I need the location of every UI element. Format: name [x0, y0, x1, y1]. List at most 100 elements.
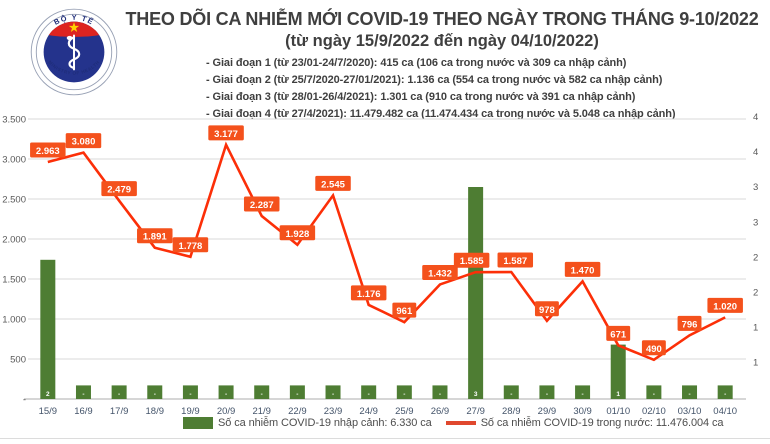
y-tick-label: 500: [10, 355, 26, 366]
bar: [575, 385, 591, 399]
bottom-divider: [0, 438, 770, 439]
x-tick-label: 16/9: [74, 406, 93, 417]
x-tick-label: 22/9: [288, 406, 307, 417]
legend-imported-label: Số ca nhiễm COVID-19 nhập cảnh: 6.330 ca: [218, 417, 432, 429]
data-label: 1.470: [571, 265, 595, 276]
y-tick-label: 2.000: [2, 235, 26, 246]
x-tick-label: 01/10: [606, 406, 630, 417]
legend-item-domestic: Số ca nhiễm COVID-19 trong nước: 11.476.…: [445, 417, 724, 429]
x-tick-label: 21/9: [252, 406, 271, 417]
data-label-box: [350, 285, 387, 301]
x-tick-label: 25/9: [395, 406, 414, 417]
data-label: 978: [539, 305, 555, 316]
right-tick-label: 3: [753, 217, 758, 228]
bar: [717, 385, 733, 399]
bar-inner-label: 1: [616, 391, 620, 398]
data-label-box: [453, 252, 490, 268]
data-label-box: [641, 340, 666, 356]
x-tick-label: 24/9: [359, 406, 378, 417]
logo-asclepius-staff-icon: [66, 34, 81, 71]
data-label-box: [101, 181, 137, 197]
bar: [468, 187, 484, 399]
logo-top-text: BỘ Y TẾ: [52, 13, 94, 27]
data-label: 3.177: [214, 129, 238, 140]
chart-legend: Số ca nhiễm COVID-19 nhập cảnh: 6.330 ca…: [183, 417, 724, 429]
bar-inner-label: -: [368, 391, 370, 398]
bar-inner-label: -: [724, 391, 726, 398]
x-tick-label: 18/9: [146, 406, 165, 417]
x-tick-label: 29/9: [538, 406, 557, 417]
bar-inner-label: -: [82, 391, 84, 398]
phase-line-4: - Giai đoạn 4 (từ 27/4/2021): 11.479.482…: [206, 108, 676, 120]
legend-bar-swatch-icon: [183, 417, 213, 429]
bar-inner-label: -: [403, 391, 405, 398]
right-tick-label: 3: [753, 182, 758, 193]
data-label-box: [392, 302, 417, 318]
bar-inner-label: 2: [46, 391, 50, 398]
bar: [289, 385, 305, 399]
bar: [75, 385, 91, 399]
data-label-box: [564, 261, 601, 277]
bar: [325, 385, 341, 399]
page-subtitle: (từ ngày 15/9/2022 đến ngày 04/10/2022): [285, 32, 599, 50]
right-tick-label: 1: [753, 358, 758, 369]
data-label-box: [677, 315, 702, 331]
data-label: 961: [396, 306, 413, 317]
data-label-box: [243, 196, 280, 212]
data-label: 671: [610, 329, 627, 340]
data-labels: 2.963 3.080 2.479 1.891 1.778 3.177 2.287 1.928…: [30, 125, 743, 356]
phase-line-2: - Giai đoạn 2 (từ 25/7/2020-27/01/2021):…: [206, 74, 663, 86]
y-axis-left-labels: 3.500 3.000 2.500 2.000 1.500 1.000 500 -: [2, 115, 26, 406]
data-label-box: [65, 133, 102, 149]
data-label-box: [30, 142, 66, 158]
right-tick-label: 2: [753, 252, 758, 263]
y-tick-label: -: [23, 395, 26, 406]
legend-domestic-label: Số ca nhiễm COVID-19 trong nước: 11.476.…: [480, 417, 724, 429]
bar: [147, 385, 163, 399]
data-label: 1.891: [143, 232, 167, 243]
data-label: 2.545: [321, 179, 345, 190]
bar-inner-label: -: [581, 391, 583, 398]
ministry-of-health-logo: BỘ Y TẾ MINISTRY OF HEALTH: [30, 8, 118, 96]
y-tick-label: 1.000: [2, 315, 26, 326]
right-tick-label: 4: [753, 112, 758, 123]
page-title: THEO DÕI CA NHIỄM MỚI COVID-19 THEO NGÀY…: [125, 9, 759, 29]
logo-star-icon: [68, 22, 80, 33]
bar: [182, 385, 198, 399]
phase-summary: - Giai đoạn 1 (từ 23/01-24/7/2020): 415 …: [206, 55, 676, 123]
right-tick-label: 2: [753, 288, 758, 299]
bar: [503, 385, 519, 399]
phase-line-3: - Giai đoạn 3 (từ 28/01-26/4/2021): 1.30…: [206, 91, 636, 103]
data-label-box: [422, 264, 458, 280]
bar: [432, 385, 448, 399]
x-tick-label: 30/9: [573, 406, 592, 417]
data-label-box: [208, 125, 244, 141]
data-label: 3.080: [72, 137, 96, 148]
bar: [111, 385, 127, 399]
bar-inner-label: -: [261, 391, 263, 398]
right-tick-label: 1: [753, 323, 758, 334]
data-label-box: [137, 228, 173, 244]
bar-inner-label: -: [546, 391, 548, 398]
data-label-box: [315, 175, 351, 191]
data-label-box: [534, 301, 559, 317]
y-axis-right-labels: 4 4 3 3 2 2 1 1: [753, 112, 758, 369]
bar: [218, 385, 234, 399]
data-label: 1.020: [713, 301, 737, 312]
bar: [610, 344, 626, 399]
bar: [40, 259, 56, 399]
x-tick-label: 02/10: [642, 406, 666, 417]
data-label: 2.479: [107, 185, 131, 196]
bar-inner-label: -: [189, 391, 191, 398]
data-label: 1.585: [460, 256, 484, 267]
bar-inner-label: -: [688, 391, 690, 398]
data-label: 2.287: [250, 200, 274, 211]
bar: [361, 385, 377, 399]
bar-inner-label: -: [154, 391, 156, 398]
data-label-box: [172, 237, 209, 253]
bar: [396, 385, 412, 399]
x-tick-label: 28/9: [502, 406, 521, 417]
x-tick-label: 15/9: [39, 406, 58, 417]
